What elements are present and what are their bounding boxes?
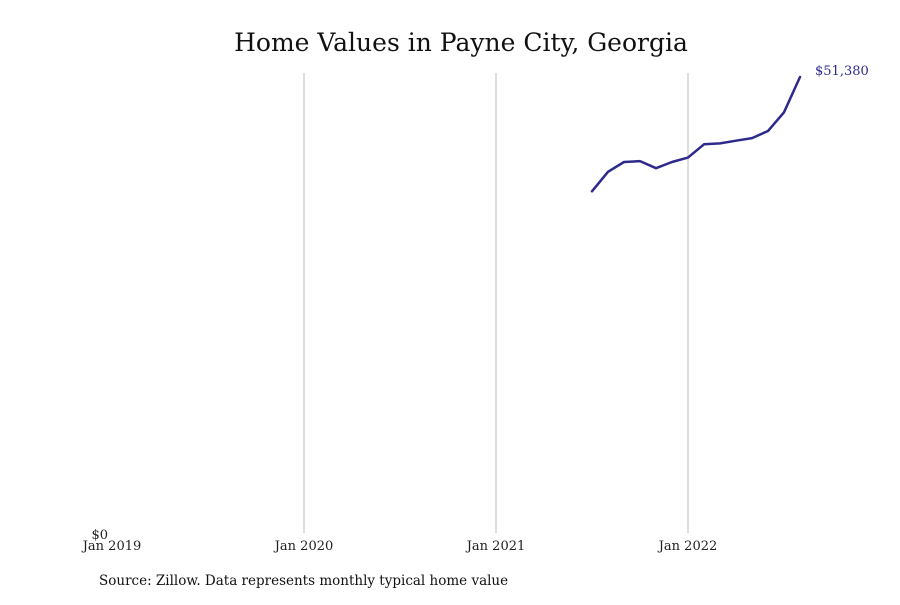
x-tick-label: Jan 2021 [465, 539, 526, 554]
chart-title: Home Values in Payne City, Georgia [234, 28, 688, 57]
x-tick-label: Jan 2019 [81, 539, 142, 554]
y-tick-label-zero: $0 [91, 528, 108, 543]
source-note: Source: Zillow. Data represents monthly … [99, 573, 508, 589]
series-line-group [590, 75, 802, 193]
gridlines [303, 73, 689, 533]
x-axis-ticks: Jan 2019 Jan 2020 Jan 2021 Jan 2022 [81, 539, 718, 554]
x-tick-label: Jan 2020 [273, 539, 334, 554]
series-line [590, 75, 802, 193]
end-value-label: $51,380 [815, 64, 869, 79]
x-tick-label: Jan 2022 [657, 539, 718, 554]
